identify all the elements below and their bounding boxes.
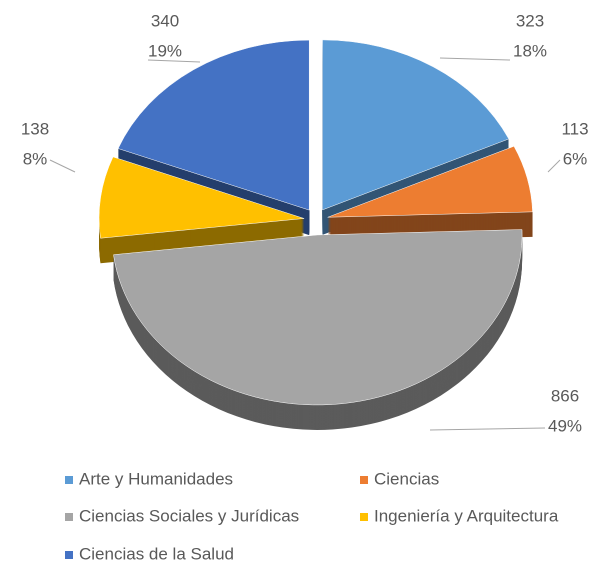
legend-swatch <box>360 513 368 521</box>
leader-line <box>147 59 201 63</box>
leader-line <box>439 57 511 61</box>
legend-swatch <box>360 476 368 484</box>
legend-label: Ciencias <box>374 469 439 488</box>
slice <box>327 145 533 218</box>
slice <box>113 229 523 406</box>
legend-label: Ciencias Sociales y Jurídicas <box>79 506 299 525</box>
legend-swatch <box>65 513 73 521</box>
data-label-value: 113 <box>561 119 588 138</box>
data-label-value: 138 <box>21 119 49 138</box>
data-label-value: 340 <box>151 11 179 30</box>
leader-line <box>429 427 546 431</box>
legend-swatch <box>65 476 73 484</box>
leader-line <box>49 159 76 173</box>
legend-swatch <box>65 551 73 559</box>
legend-label: Ciencias de la Salud <box>79 544 234 563</box>
data-label-percent: 8% <box>23 149 48 168</box>
slice <box>98 156 305 239</box>
data-label-percent: 19% <box>148 41 182 60</box>
legend-label: Arte y Humanidades <box>79 469 233 488</box>
data-label-percent: 6% <box>563 149 588 168</box>
slice <box>117 39 310 211</box>
data-label-percent: 18% <box>513 41 547 60</box>
slice <box>322 39 510 211</box>
data-label-percent: 49% <box>548 416 582 435</box>
data-label-value: 866 <box>551 386 579 405</box>
legend-label: Ingeniería y Arquitectura <box>374 506 559 525</box>
data-label-value: 323 <box>516 11 544 30</box>
leader-line <box>547 159 561 173</box>
